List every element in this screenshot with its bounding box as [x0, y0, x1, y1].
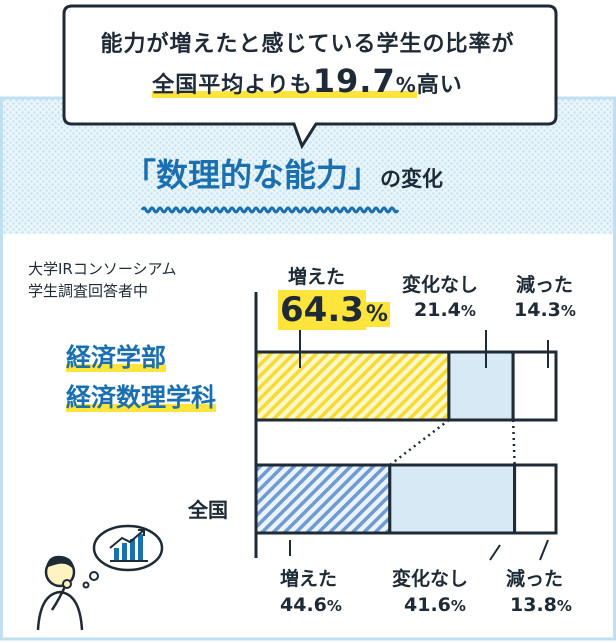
- bottom-decrease-value: 13.8%: [510, 594, 572, 616]
- group-label-bottom: 全国: [188, 498, 228, 522]
- top-decrease-number: 14.3: [514, 299, 561, 321]
- label-leader-line: [489, 544, 501, 561]
- bottom-increase-label: 増えた: [280, 568, 338, 590]
- bottom-increase-value: 44.6%: [280, 594, 342, 616]
- bottom-increase-number: 44.6: [280, 594, 327, 616]
- top-same-value: 21.4%: [414, 299, 476, 321]
- headline-prefix: 全国平均よりも: [152, 73, 313, 98]
- section-title: 「数理的な能力」の変化: [124, 150, 443, 196]
- bottom-decrease-label: 減った: [506, 568, 564, 590]
- top-increase-label: 増えた: [288, 266, 346, 288]
- title-quote-open: 「: [124, 156, 157, 194]
- top-decrease-label: 減った: [516, 274, 574, 296]
- headline-highlight: 全国平均よりも19.7%: [152, 62, 417, 100]
- connector-line: [511, 419, 516, 466]
- bar-bottom-same: [388, 463, 517, 535]
- group-top-line1: 経済学部: [66, 343, 167, 372]
- source-note: 大学IRコンソーシアム 学生調査回答者中: [28, 258, 177, 302]
- connector-line: [389, 419, 450, 466]
- bottom-same-label: 変化なし: [392, 568, 469, 590]
- bottom-same-value: 41.6%: [404, 594, 466, 616]
- source-line2: 学生調査回答者中: [28, 282, 149, 300]
- bar-top-increase: [254, 350, 451, 422]
- title-main: 数理的な能力: [156, 156, 349, 194]
- bar-bottom-increase: [254, 463, 392, 535]
- bottom-increase-unit: %: [326, 597, 342, 615]
- group-label-top: 経済学部 経済数理学科: [66, 338, 217, 418]
- title-quote-close: 」: [348, 156, 381, 194]
- headline-unit: %: [395, 73, 417, 97]
- top-decrease-value: 14.3%: [514, 299, 576, 321]
- top-same-label: 変化なし: [402, 274, 479, 296]
- bottom-same-unit: %: [450, 597, 466, 615]
- headline-line2: 全国平均よりも19.7%高い: [60, 62, 555, 100]
- top-same-unit: %: [460, 302, 476, 320]
- bottom-decrease-number: 13.8: [510, 594, 557, 616]
- source-line1: 大学IRコンソーシアム: [28, 260, 177, 278]
- bar-top-decrease: [511, 350, 558, 422]
- bottom-decrease-unit: %: [556, 597, 572, 615]
- student-thinking-icon: [36, 524, 164, 631]
- title-suffix: の変化: [380, 167, 444, 191]
- top-increase-number: 64.3: [278, 290, 366, 330]
- top-decrease-unit: %: [560, 302, 576, 320]
- bottom-same-number: 41.6: [404, 594, 451, 616]
- title-wave-underline: [140, 206, 400, 214]
- bar-top-same: [447, 350, 515, 422]
- label-leader-line: [539, 539, 549, 561]
- bar-bottom-decrease: [513, 463, 558, 535]
- group-top-line2: 経済数理学科: [66, 383, 217, 412]
- top-same-number: 21.4: [414, 299, 461, 321]
- top-increase-value: 64.3%: [278, 290, 390, 330]
- headline-line1: 能力が増えたと感じている学生の比率が: [100, 32, 515, 57]
- headline-number: 19.7: [312, 62, 396, 100]
- top-increase-unit: %: [365, 302, 390, 327]
- headline-suffix: 高い: [416, 73, 463, 98]
